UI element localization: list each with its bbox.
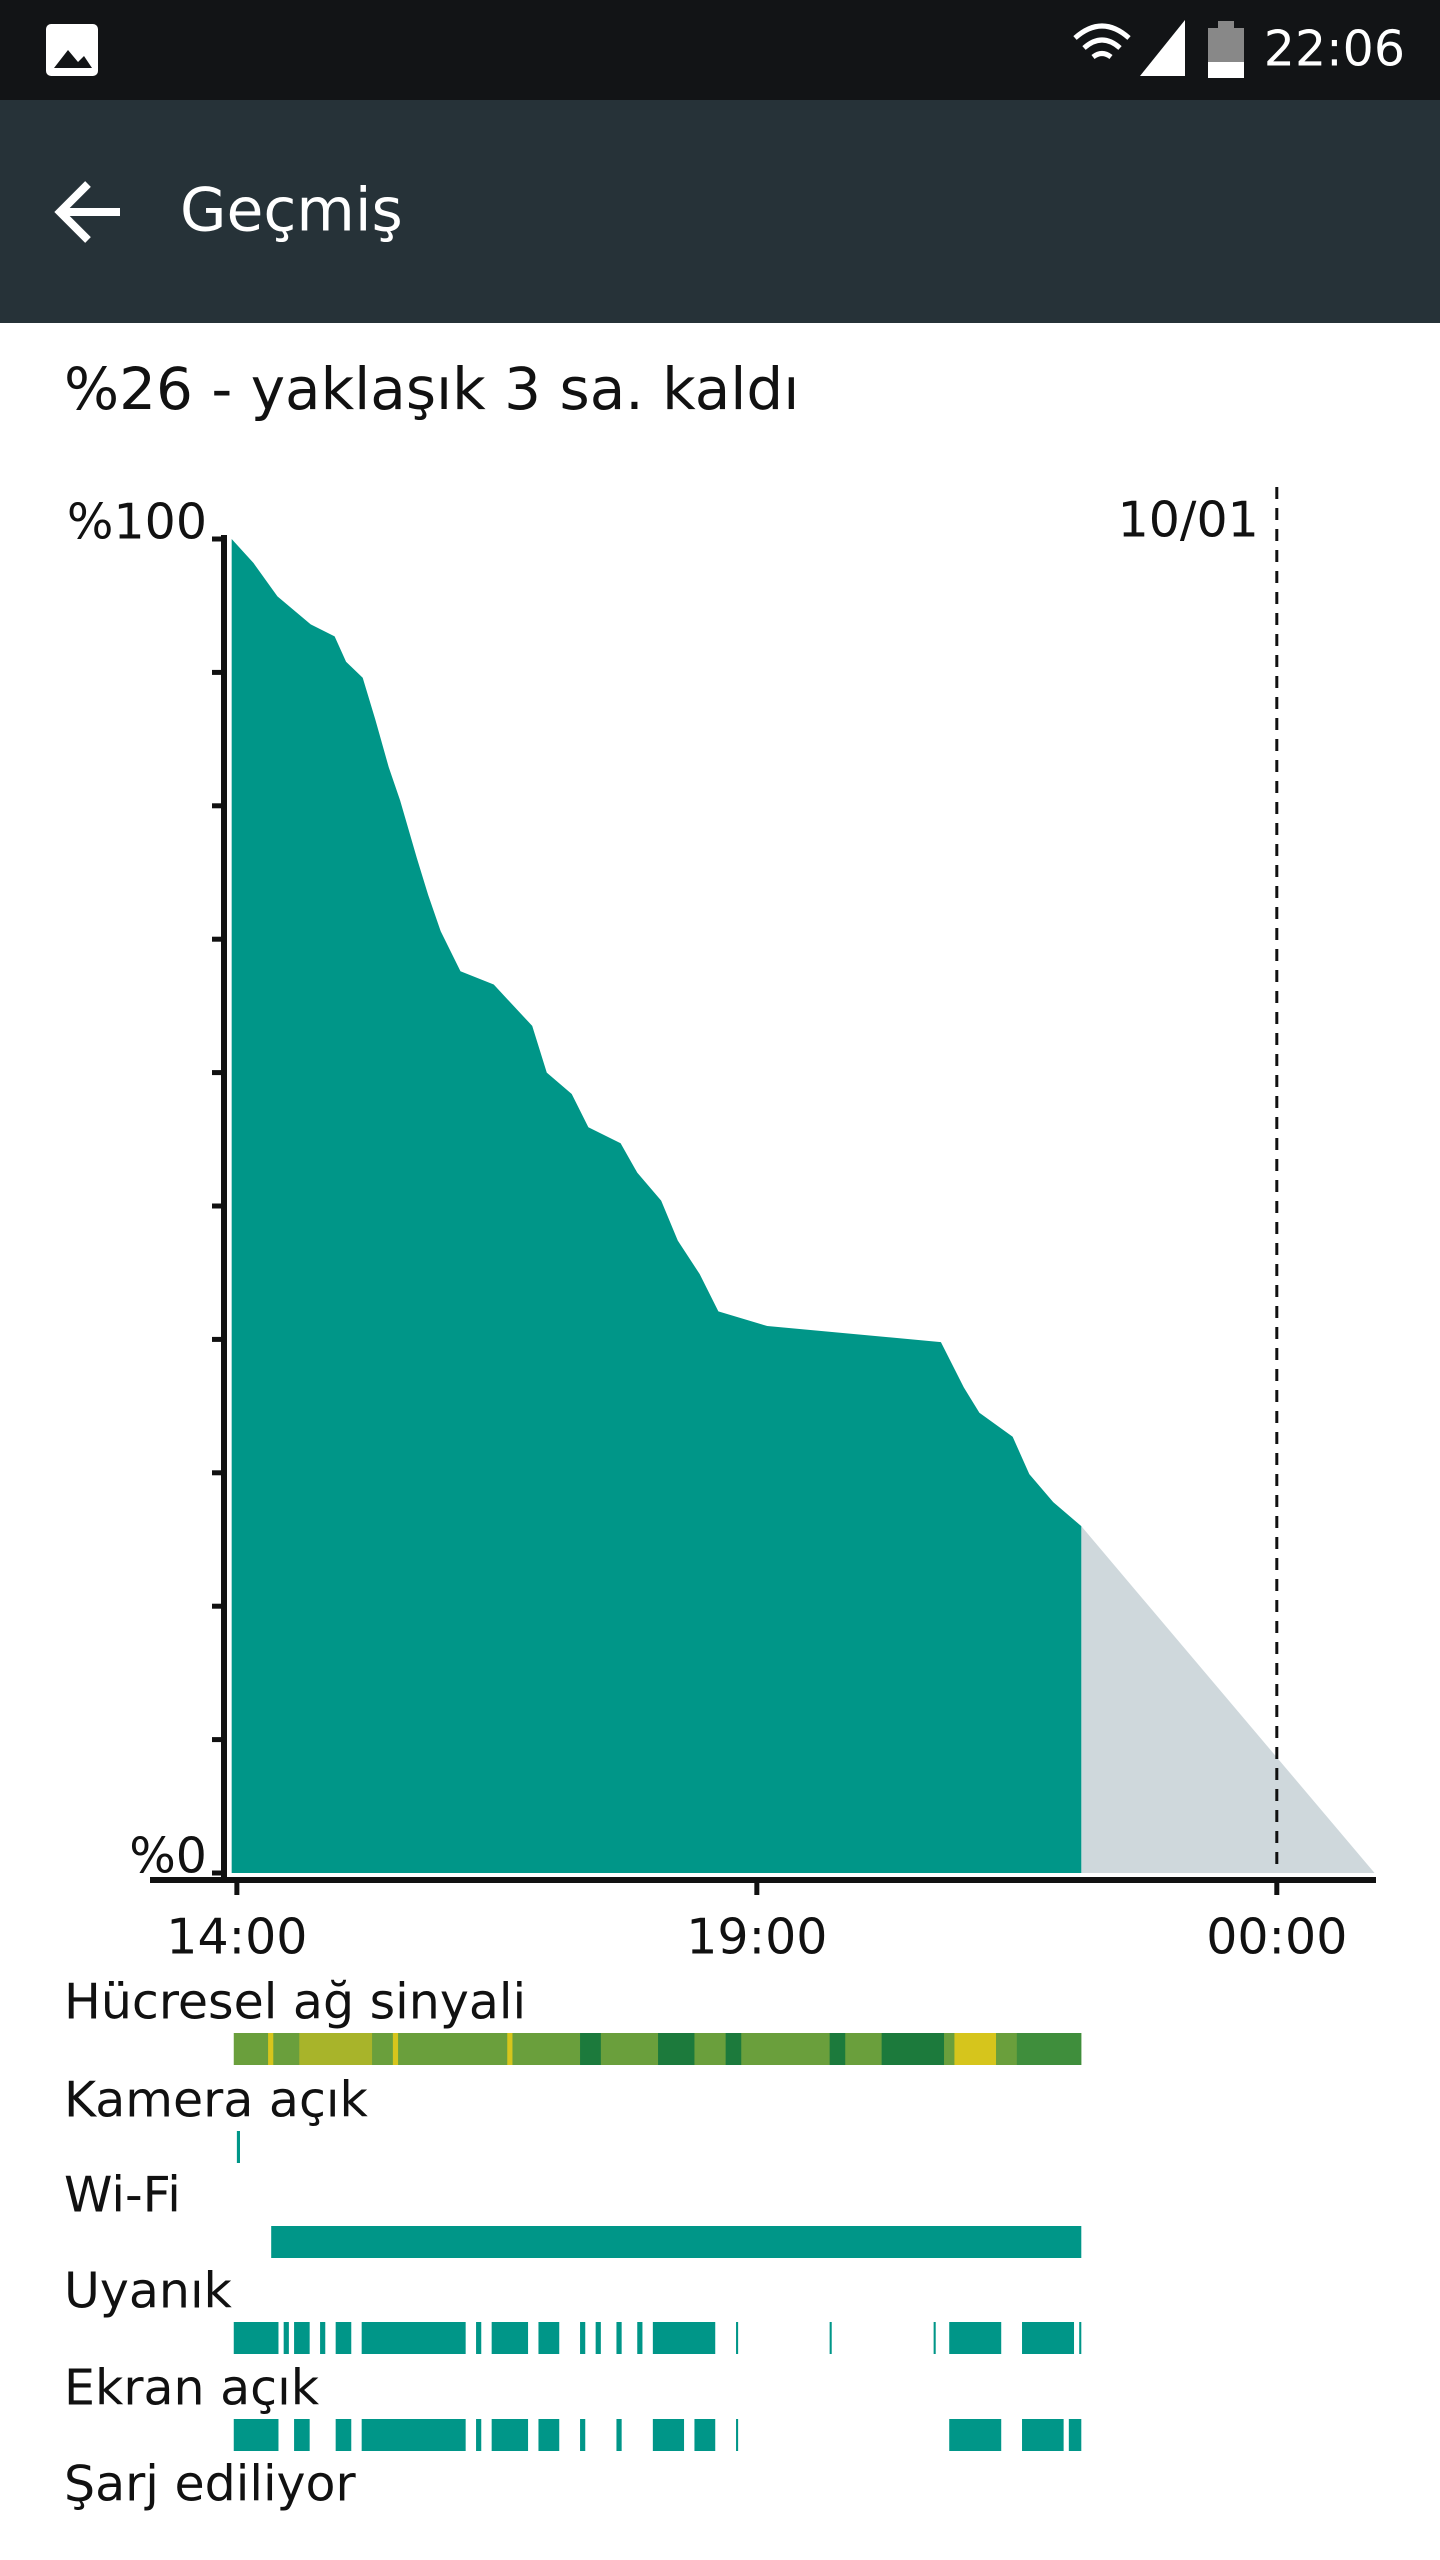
- back-button[interactable]: [54, 181, 120, 243]
- row-segment: [694, 2419, 716, 2451]
- row-segment: [538, 2322, 560, 2354]
- status-bar: [0, 0, 1440, 100]
- row-segment: [1079, 2322, 1082, 2354]
- row-segment: [949, 2419, 1002, 2451]
- row-segment: [881, 2033, 945, 2065]
- row-segment: [595, 2322, 601, 2354]
- row-segment: [268, 2033, 274, 2065]
- x-tick-label: 00:00: [1206, 1909, 1347, 1966]
- row-segment: [320, 2322, 326, 2354]
- y-tick-label: %100: [67, 494, 207, 551]
- x-tick-label: 14:00: [166, 1909, 307, 1966]
- row-segment: [335, 2419, 352, 2451]
- row-segment: [283, 2322, 289, 2354]
- row-segment: [476, 2322, 482, 2354]
- row-segment: [361, 2419, 466, 2451]
- prediction-area: [1081, 1526, 1375, 1873]
- row-segment: [1022, 2322, 1075, 2354]
- row-label: Şarj ediliyor: [64, 2456, 357, 2513]
- date-marker-label: 10/01: [1118, 492, 1259, 549]
- row-segment: [538, 2419, 560, 2451]
- row-segment: [954, 2033, 997, 2065]
- row-segment: [637, 2322, 643, 2354]
- row-segment: [1022, 2419, 1064, 2451]
- row-segment: [725, 2033, 742, 2065]
- row-label: Hücresel ağ sinyali: [64, 1974, 526, 2031]
- row-segment: [616, 2419, 622, 2451]
- row-segment: [580, 2033, 601, 2065]
- row-segment: [736, 2419, 739, 2451]
- row-segment: [1068, 2419, 1082, 2451]
- row-segment: [271, 2226, 1082, 2258]
- row-segment: [652, 2322, 716, 2354]
- row-segment: [829, 2033, 846, 2065]
- row-segment: [361, 2322, 466, 2354]
- row-label: Kamera açık: [64, 2072, 369, 2129]
- clock: 22:06: [1264, 21, 1405, 78]
- battery-icon: [1208, 21, 1244, 78]
- row-segment: [299, 2033, 373, 2065]
- app-bar: [0, 100, 1440, 323]
- history-rows: Hücresel ağ sinyali Kamera açık Wi-Fi Uyanı…: [64, 1974, 1082, 2513]
- row-label: Uyanık: [64, 2263, 233, 2320]
- row-segment: [491, 2419, 529, 2451]
- wifi-icon: [1073, 23, 1131, 60]
- x-tick-label: 19:00: [686, 1909, 827, 1966]
- row-segment: [491, 2322, 529, 2354]
- row-segment: [616, 2322, 622, 2354]
- row-segment: [736, 2322, 739, 2354]
- row-segment: [236, 2131, 240, 2163]
- row-segment: [949, 2322, 1002, 2354]
- row-segment: [652, 2419, 685, 2451]
- row-segment: [294, 2419, 310, 2451]
- row-segment: [658, 2033, 695, 2065]
- battery-area: [231, 539, 1082, 1873]
- battery-chart: 10/01 %0 %100 14:00 19:00 00:00: [67, 487, 1376, 1966]
- row-segment: [233, 2419, 279, 2451]
- row-segment: [294, 2322, 310, 2354]
- row-segment: [580, 2322, 586, 2354]
- gallery-icon: [46, 24, 98, 76]
- row-segment: [829, 2322, 832, 2354]
- signal-icon: [1140, 20, 1185, 76]
- row-segment: [580, 2419, 586, 2451]
- row-segment: [507, 2033, 513, 2065]
- row-label: Wi-Fi: [64, 2167, 181, 2224]
- y-tick-label: %0: [129, 1828, 207, 1885]
- row-segment: [335, 2322, 352, 2354]
- row-segment: [233, 2322, 279, 2354]
- row-segment: [476, 2419, 482, 2451]
- row-label: Ekran açık: [64, 2360, 320, 2417]
- app-title: Geçmiş: [180, 176, 403, 246]
- row-segment: [933, 2322, 936, 2354]
- battery-summary: %26 - yaklaşık 3 sa. kaldı: [64, 355, 799, 423]
- row-segment: [392, 2033, 399, 2065]
- row-segment: [1016, 2033, 1082, 2065]
